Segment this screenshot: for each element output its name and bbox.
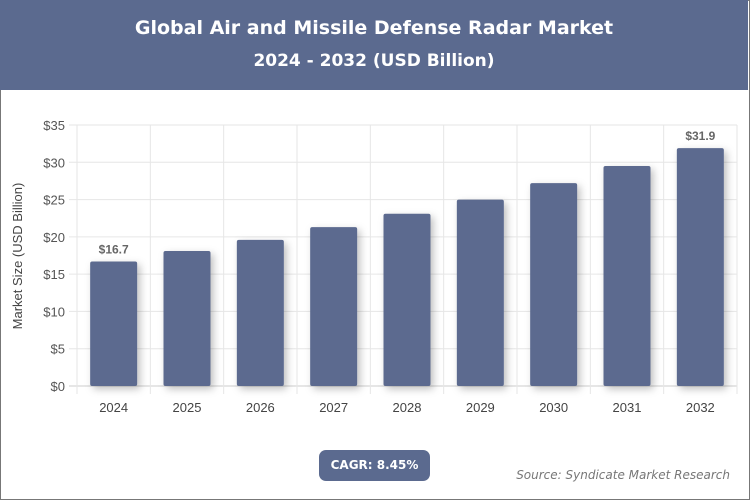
x-tick-label: 2031	[613, 400, 642, 415]
bar-2024	[90, 261, 138, 386]
bar-2029	[456, 199, 504, 386]
bar-2032	[676, 148, 724, 386]
x-tick-label: 2026	[246, 400, 275, 415]
y-tick-label: $10	[43, 304, 65, 319]
chart-title: Global Air and Missile Defense Radar Mar…	[134, 17, 614, 39]
y-tick-label: $25	[43, 193, 65, 208]
bar-2026	[236, 239, 284, 386]
bar-2028	[383, 213, 431, 386]
y-tick-label: $30	[43, 155, 65, 170]
x-tick-label: 2027	[319, 400, 348, 415]
y-tick-label: $0	[51, 379, 65, 394]
cagr-badge: CAGR: 8.45%	[319, 450, 430, 481]
x-tick-label: 2028	[393, 400, 422, 415]
source-note: Source: Syndicate Market Research	[516, 468, 730, 482]
x-tick-label: 2030	[539, 400, 568, 415]
y-tick-label: $35	[43, 118, 65, 133]
x-tick-label: 2024	[99, 400, 128, 415]
y-tick-label: $20	[43, 230, 65, 245]
y-tick-label: $15	[43, 267, 65, 282]
chart-subtitle: 2024 - 2032 (USD Billion)	[253, 51, 495, 71]
x-tick-label: 2032	[686, 400, 715, 415]
bar-2030	[530, 183, 578, 386]
y-axis-label: Market Size (USD Billion)	[10, 183, 25, 330]
chart-header: Global Air and Missile Defense Radar Mar…	[0, 0, 748, 90]
x-tick-label: 2025	[173, 400, 202, 415]
bar-2025	[163, 251, 211, 386]
data-label: $31.9	[685, 129, 715, 143]
bar-2027	[310, 227, 358, 386]
y-tick-label: $5	[51, 342, 65, 357]
x-tick-label: 2029	[466, 400, 495, 415]
bar-2031	[603, 166, 651, 386]
data-label: $16.7	[99, 242, 129, 256]
